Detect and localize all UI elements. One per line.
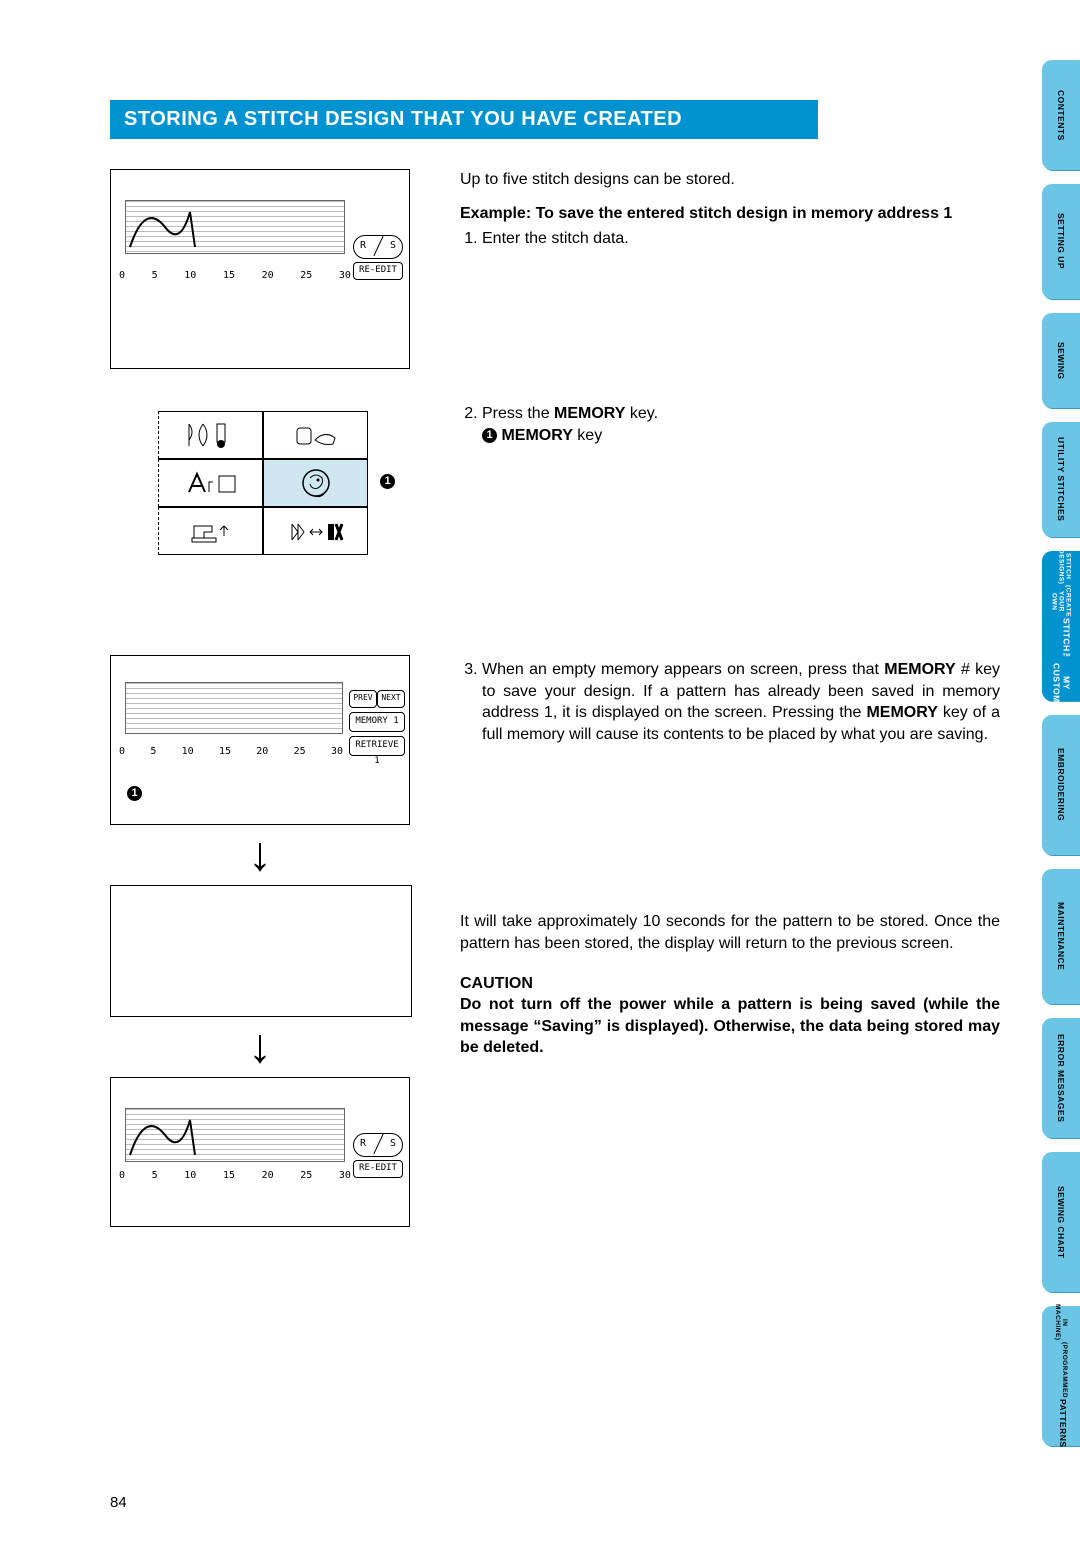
lcd-memory-screen: 051015202530 PREV NEXT MEMORY 1 RETRIEVE…	[110, 655, 410, 825]
tab-sewing-chart[interactable]: SEWING CHART	[1042, 1152, 1080, 1292]
rs-toggle: R S	[353, 235, 403, 259]
lcd-empty-screen	[110, 885, 412, 1017]
side-navigation: CONTENTS SETTING UP SEWING UTILITY STITC…	[1042, 60, 1080, 1446]
menu-cell-1	[158, 411, 263, 459]
callout-1c: 1	[127, 786, 142, 801]
rs-toggle-2: R S	[353, 1133, 403, 1157]
wave-thermometer-icon	[181, 420, 241, 450]
memory-head-icon	[296, 466, 336, 500]
step-1: Enter the stitch data.	[482, 228, 1000, 250]
tab-patterns[interactable]: IN MACHINE) (PROGRAMMED PATTERNS	[1042, 1306, 1080, 1446]
machine-icon	[186, 516, 236, 546]
stitch-curve-icon-2	[125, 1100, 245, 1164]
row-step3: 051015202530 PREV NEXT MEMORY 1 RETRIEVE…	[110, 655, 1000, 1237]
wait-text: It will take approximately 10 seconds fo…	[460, 911, 1000, 954]
down-arrow-icon-2: ↓	[110, 1023, 410, 1071]
tab-contents[interactable]: CONTENTS	[1042, 60, 1080, 170]
example-heading: Example: To save the entered stitch desi…	[460, 203, 1000, 225]
menu-grid	[158, 411, 368, 555]
menu-cell-5	[158, 507, 263, 555]
section-title: STORING A STITCH DESIGN THAT YOU HAVE CR…	[110, 100, 818, 139]
menu-cell-3	[158, 459, 263, 507]
caution-text: Do not turn off the power while a patter…	[460, 994, 1000, 1059]
step-2: Press the MEMORY key. 1 MEMORY key	[482, 403, 1000, 446]
retrieve1-button: RETRIEVE 1	[349, 736, 405, 756]
spool-hand-icon	[291, 420, 341, 450]
memory1-button: MEMORY 1	[349, 712, 405, 732]
step-3: When an empty memory appears on screen, …	[482, 659, 1000, 745]
callout-1a: 1	[380, 474, 395, 489]
a-square-icon	[181, 468, 241, 498]
tab-sewing[interactable]: SEWING	[1042, 313, 1080, 408]
caution-label: CAUTION	[460, 973, 1000, 995]
callout-1b: 1	[482, 428, 497, 443]
ruler-3: 051015202530	[119, 1170, 351, 1181]
intro-text: Up to five stitch designs can be stored.	[460, 169, 1000, 191]
prev-button: PREV	[349, 690, 377, 708]
ruler: 051015202530	[119, 270, 351, 281]
tab-maintenance[interactable]: MAINTENANCE	[1042, 869, 1080, 1004]
menu-cell-memory	[263, 459, 368, 507]
menu-cell-2	[263, 411, 368, 459]
tab-utility[interactable]: UTILITY STITCHES	[1042, 422, 1080, 537]
tab-embroidering[interactable]: EMBROIDERING	[1042, 715, 1080, 855]
page-number: 84	[110, 1494, 127, 1511]
stitch-transform-icon	[286, 516, 346, 546]
down-arrow-icon: ↓	[110, 831, 410, 879]
re-edit-button: RE-EDIT	[353, 262, 403, 280]
re-edit-button-2: RE-EDIT	[353, 1160, 403, 1178]
lcd-screen-1: 051015202530 R S RE-EDIT	[110, 169, 410, 369]
tab-setting-up[interactable]: SETTING UP	[1042, 184, 1080, 299]
row-step1: 051015202530 R S RE-EDIT Up to five stit…	[110, 169, 1000, 379]
lcd-screen-final: 051015202530 R S RE-EDIT	[110, 1077, 410, 1227]
menu-cell-6	[263, 507, 368, 555]
ruler-2: 051015202530	[119, 746, 343, 757]
tab-my-custom[interactable]: STITCH DESIGNS) (CREATE YOUR OWN STITCH™…	[1042, 551, 1080, 701]
tab-error[interactable]: ERROR MESSAGES	[1042, 1018, 1080, 1138]
row-step2: 1 Press the MEMORY key. 1 MEMORY key	[110, 399, 1000, 555]
next-button: NEXT	[377, 690, 405, 708]
stitch-curve-icon	[125, 192, 245, 256]
